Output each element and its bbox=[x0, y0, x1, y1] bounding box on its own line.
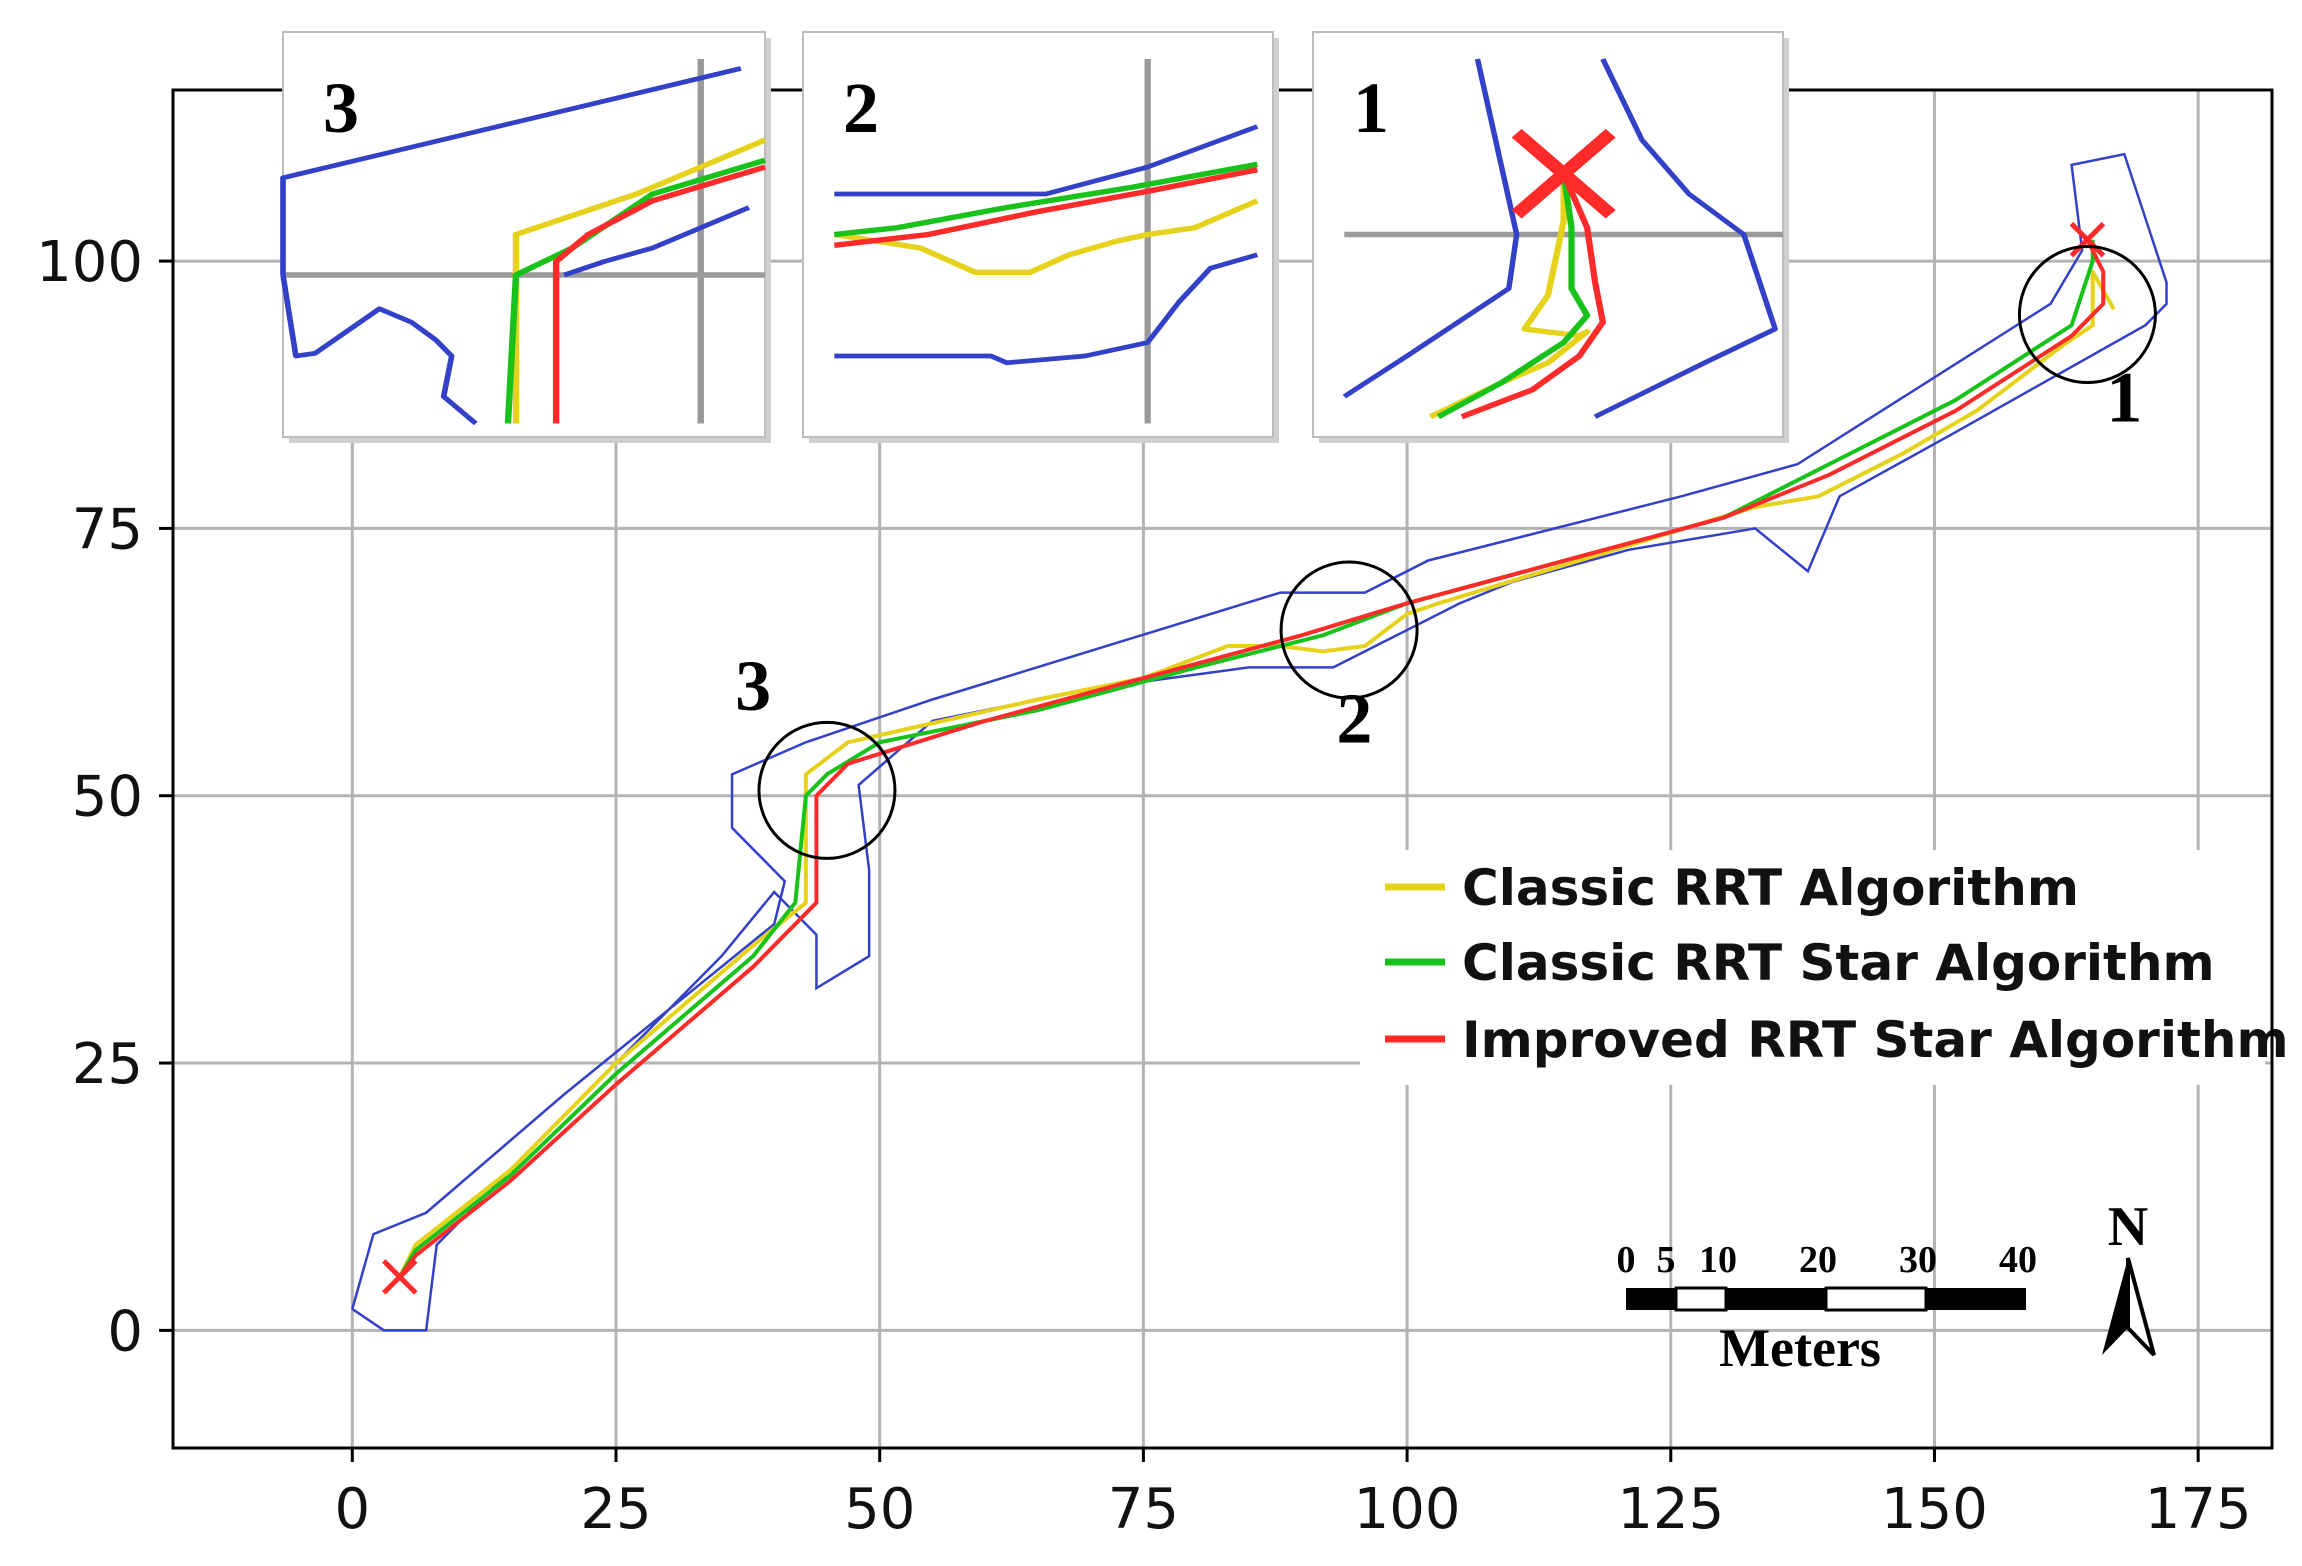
zoom-circle-2 bbox=[1279, 560, 1419, 700]
legend-label-classic-rrt: Classic RRT Algorithm bbox=[1462, 859, 2079, 917]
inset-label-1: 1 bbox=[1353, 68, 1389, 148]
endpoint-marker-1 bbox=[2069, 221, 2106, 258]
x-tick-label-50: 50 bbox=[844, 1477, 915, 1542]
y-tick-label-100: 100 bbox=[36, 230, 143, 295]
x-tick-label-25: 25 bbox=[580, 1477, 651, 1542]
scale-label-0: 0 bbox=[1617, 1239, 1636, 1281]
scale-segment-4 bbox=[1824, 1286, 1928, 1312]
scale-segment-3 bbox=[1726, 1288, 1826, 1310]
inset-2: 2 bbox=[802, 31, 1279, 443]
north-arrow-label: N bbox=[2108, 1196, 2148, 1258]
scale-label-20: 20 bbox=[1799, 1239, 1837, 1281]
endpoint-markers bbox=[382, 221, 2106, 1295]
inset-path-1 bbox=[1436, 173, 1591, 420]
zoom-circle-label-3: 3 bbox=[735, 646, 771, 726]
scale-label-10: 10 bbox=[1699, 1239, 1737, 1281]
inset-path-1 bbox=[833, 161, 1258, 238]
x-tick-label-0: 0 bbox=[334, 1477, 370, 1542]
x-tick-label-175: 175 bbox=[2145, 1477, 2252, 1542]
y-tick-label-50: 50 bbox=[72, 765, 143, 830]
y-tick-label-75: 75 bbox=[72, 497, 143, 562]
inset-label-3: 3 bbox=[323, 68, 359, 148]
scale-label-40: 40 bbox=[1999, 1239, 2037, 1281]
y-tick-label-25: 25 bbox=[72, 1032, 143, 1097]
scale-segment-1 bbox=[1626, 1288, 1676, 1310]
inset-path-0 bbox=[833, 198, 1259, 276]
scale-segment-5 bbox=[1926, 1288, 2026, 1310]
inset-path-2 bbox=[833, 167, 1259, 248]
corridor-outline bbox=[351, 152, 2168, 1332]
series-line-2 bbox=[398, 238, 2106, 1279]
zoom-circle-3 bbox=[757, 720, 897, 860]
x-tick-label-150: 150 bbox=[1881, 1477, 1988, 1542]
endpoint-marker-0 bbox=[382, 1259, 418, 1295]
scale-label-30: 30 bbox=[1899, 1239, 1937, 1281]
scale-bar: 0 5 10 20 30 40 Meters bbox=[1617, 1239, 2038, 1378]
inset-path-2 bbox=[1460, 172, 1606, 420]
zoom-circles: 3 2 1 bbox=[735, 245, 2157, 860]
north-arrow-icon bbox=[2102, 1258, 2128, 1355]
zoom-circle-label-2: 2 bbox=[1336, 678, 1372, 758]
inset-boundary-1 bbox=[1593, 58, 1778, 419]
scale-segment-2 bbox=[1674, 1286, 1728, 1312]
inset-boundary-0 bbox=[1342, 58, 1520, 399]
x-tick-label-100: 100 bbox=[1354, 1477, 1461, 1542]
x-tick-label-75: 75 bbox=[1108, 1477, 1179, 1542]
corridor-boundary bbox=[351, 152, 2168, 1332]
inset-frame bbox=[802, 31, 1274, 438]
legend: Classic RRT Algorithm Classic RRT Star A… bbox=[1360, 850, 2289, 1085]
north-arrow: N bbox=[2102, 1196, 2156, 1357]
inset-boundary-0 bbox=[834, 124, 1259, 197]
legend-background bbox=[1360, 850, 2265, 1085]
series-line-1 bbox=[398, 239, 2095, 1278]
path-series bbox=[397, 238, 2116, 1279]
inset-label-2: 2 bbox=[843, 68, 879, 148]
inset-1: 1 bbox=[1312, 31, 1789, 443]
north-arrow-icon-right bbox=[2126, 1257, 2156, 1357]
zoom-circle-1 bbox=[2017, 245, 2157, 385]
scale-label-5: 5 bbox=[1657, 1239, 1676, 1281]
inset-path-2 bbox=[552, 164, 767, 424]
zoom-circle-label-1: 1 bbox=[2106, 357, 2142, 437]
inset-3: 3 bbox=[280, 31, 771, 443]
inset-boundary-1 bbox=[834, 252, 1259, 366]
inset-boundary-1 bbox=[280, 274, 478, 426]
inset-goal-cross-icon bbox=[1511, 128, 1616, 219]
legend-label-classic-rrt-star: Classic RRT Star Algorithm bbox=[1462, 934, 2215, 992]
x-tick-label-125: 125 bbox=[1617, 1477, 1724, 1542]
y-tick-label-0: 0 bbox=[107, 1299, 143, 1364]
inset-boundary-2 bbox=[563, 205, 751, 278]
legend-label-improved-rrt-star: Improved RRT Star Algorithm bbox=[1462, 1011, 2289, 1069]
scale-unit-label: Meters bbox=[1719, 1318, 1881, 1378]
inset-boundary-0 bbox=[280, 66, 742, 276]
zoom-insets: 3 2 1 bbox=[280, 31, 1789, 443]
